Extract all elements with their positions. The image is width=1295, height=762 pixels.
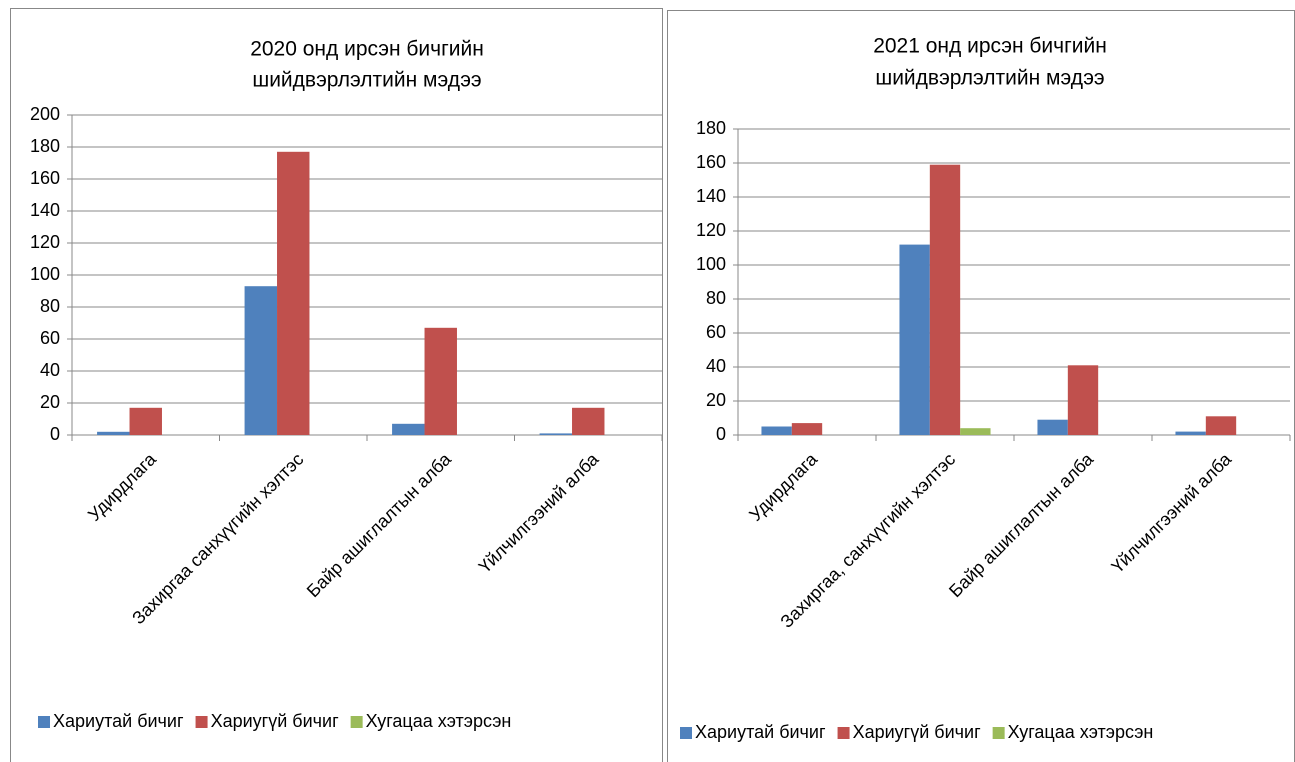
bar: [392, 423, 425, 435]
legend-swatch: [195, 716, 208, 728]
bar: [761, 426, 792, 435]
y-tick-label: 60: [706, 322, 726, 342]
bar: [1205, 416, 1237, 435]
y-tick-label: 60: [40, 328, 60, 348]
y-tick-label: 140: [696, 186, 726, 206]
y-tick-label: 80: [40, 296, 60, 316]
y-tick-label: 180: [696, 118, 726, 138]
y-tick-label: 100: [696, 254, 726, 274]
legend-label: Хугацаа хэтэрсэн: [1008, 722, 1154, 742]
bar: [929, 164, 961, 435]
legend-swatch: [992, 727, 1005, 739]
y-tick-label: 0: [50, 424, 60, 444]
x-tick-label: Байр ашиглалтын алба: [945, 448, 1098, 601]
y-tick-label: 180: [30, 136, 60, 156]
y-tick-label: 0: [716, 424, 726, 444]
bar: [277, 151, 310, 436]
chart-title: шийдвэрлэлтийн мэдээ: [252, 69, 481, 92]
legend-label: Хариугүй бичиг: [211, 711, 340, 731]
chart-title: 2020 онд ирсэн бичгийн: [250, 38, 484, 61]
legend-swatch: [837, 727, 850, 739]
legend-swatch: [680, 727, 692, 739]
x-tick-label: Захиргаа санхүүгийн хэлтэс: [128, 449, 307, 628]
y-tick-label: 120: [30, 232, 60, 252]
y-tick-label: 160: [30, 168, 60, 188]
y-tick-label: 120: [696, 220, 726, 240]
y-tick-label: 20: [40, 392, 60, 412]
y-tick-label: 200: [30, 104, 60, 124]
y-tick-label: 100: [30, 264, 60, 284]
bar: [424, 327, 457, 435]
bar: [1037, 419, 1068, 435]
y-tick-label: 140: [30, 200, 60, 220]
bar: [960, 428, 991, 435]
bar: [1067, 365, 1099, 435]
x-tick-label: Үйлчилгээний алба: [475, 448, 603, 576]
legend-label: Хариугүй бичиг: [853, 722, 982, 742]
chart-title: шийдвэрлэлтийн мэдээ: [875, 67, 1104, 90]
bar: [129, 407, 162, 435]
y-tick-label: 160: [696, 152, 726, 172]
bar: [539, 433, 573, 435]
x-tick-label: Үйлчилгээний алба: [1108, 448, 1236, 576]
bar: [97, 431, 130, 435]
legend-label: Хариутай бичиг: [53, 711, 184, 731]
y-tick-label: 20: [706, 390, 726, 410]
y-tick-label: 40: [706, 356, 726, 376]
bar: [1175, 431, 1206, 435]
y-tick-label: 40: [40, 360, 60, 380]
x-tick-label: Байр ашиглалтын алба: [303, 448, 456, 601]
legend-label: Хугацаа хэтэрсэн: [366, 711, 512, 731]
legend-swatch: [350, 716, 363, 728]
chart-frame: [667, 10, 1295, 762]
x-tick-label: Удирдлага: [84, 448, 161, 525]
y-tick-label: 80: [706, 288, 726, 308]
bar: [899, 244, 930, 435]
legend-swatch: [38, 716, 50, 728]
x-tick-label: Удирдлага: [745, 448, 822, 525]
legend-label: Хариутай бичиг: [695, 722, 826, 742]
bar: [791, 423, 823, 435]
bar: [572, 407, 605, 435]
chart-title: 2021 онд ирсэн бичгийн: [873, 35, 1107, 58]
chart-frame: [10, 8, 663, 762]
bar: [244, 286, 278, 435]
